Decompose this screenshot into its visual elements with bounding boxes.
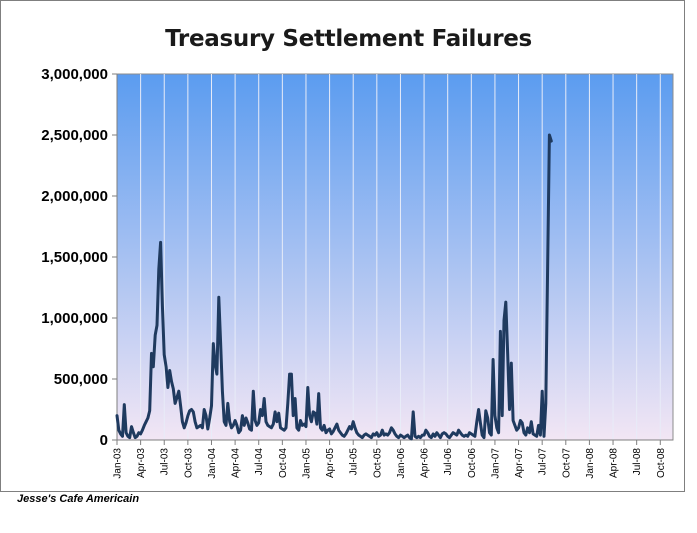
x-tick-label: Apr-05 — [325, 448, 336, 478]
series-line — [115, 133, 553, 441]
y-tick-label: 3,000,000 — [41, 66, 108, 83]
x-tick-label: Oct-06 — [467, 448, 478, 478]
y-tick-label: 1,000,000 — [41, 310, 108, 327]
x-tick-label: Jul-06 — [443, 448, 454, 476]
y-tick-label: 500,000 — [54, 371, 108, 388]
x-tick-label: Jul-05 — [349, 448, 360, 476]
x-tick-label: Jan-05 — [301, 448, 312, 479]
x-tick-label: Oct-08 — [656, 448, 667, 478]
x-tick-label: Apr-06 — [420, 448, 431, 478]
plot-area — [116, 73, 674, 441]
x-tick-label: Apr-08 — [609, 448, 620, 478]
x-tick-label: Jul-03 — [160, 448, 171, 476]
x-tick-label: Jul-07 — [538, 448, 549, 476]
x-tick-label: Apr-04 — [231, 448, 242, 478]
x-tick-label: Apr-07 — [514, 448, 525, 478]
x-tick-label: Jul-08 — [632, 448, 643, 476]
x-tick-label: Jan-08 — [585, 448, 596, 479]
x-tick-label: Jan-04 — [207, 448, 218, 479]
x-tick-label: Apr-03 — [136, 448, 147, 478]
y-tick-label: 1,500,000 — [41, 249, 108, 266]
x-tick-label: Oct-07 — [561, 448, 572, 478]
x-tick-label: Jul-04 — [254, 448, 265, 476]
y-axis-ticks: 0 500,000 1,000,000 1,500,000 2,000,000 2,500… — [41, 66, 117, 449]
chart-title: Treasury Settlement Failures — [165, 26, 532, 52]
x-tick-label: Jan-07 — [490, 448, 501, 479]
y-tick-label: 2,500,000 — [41, 127, 108, 144]
x-tick-label: Jan-03 — [113, 448, 124, 479]
x-tick-label: Oct-04 — [278, 448, 289, 478]
y-tick-label: 2,000,000 — [41, 188, 108, 205]
source-credit: Jesse's Cafe Americain — [17, 493, 140, 505]
x-tick-label: Oct-05 — [372, 448, 383, 478]
y-tick-label: 0 — [100, 432, 108, 449]
x-axis-ticks: Jan-03 Apr-03 Jul-03 Oct-03 Jan-04 Apr-04 Jul-… — [113, 440, 667, 479]
x-tick-label: Oct-03 — [183, 448, 194, 478]
x-tick-label: Jan-06 — [396, 448, 407, 479]
